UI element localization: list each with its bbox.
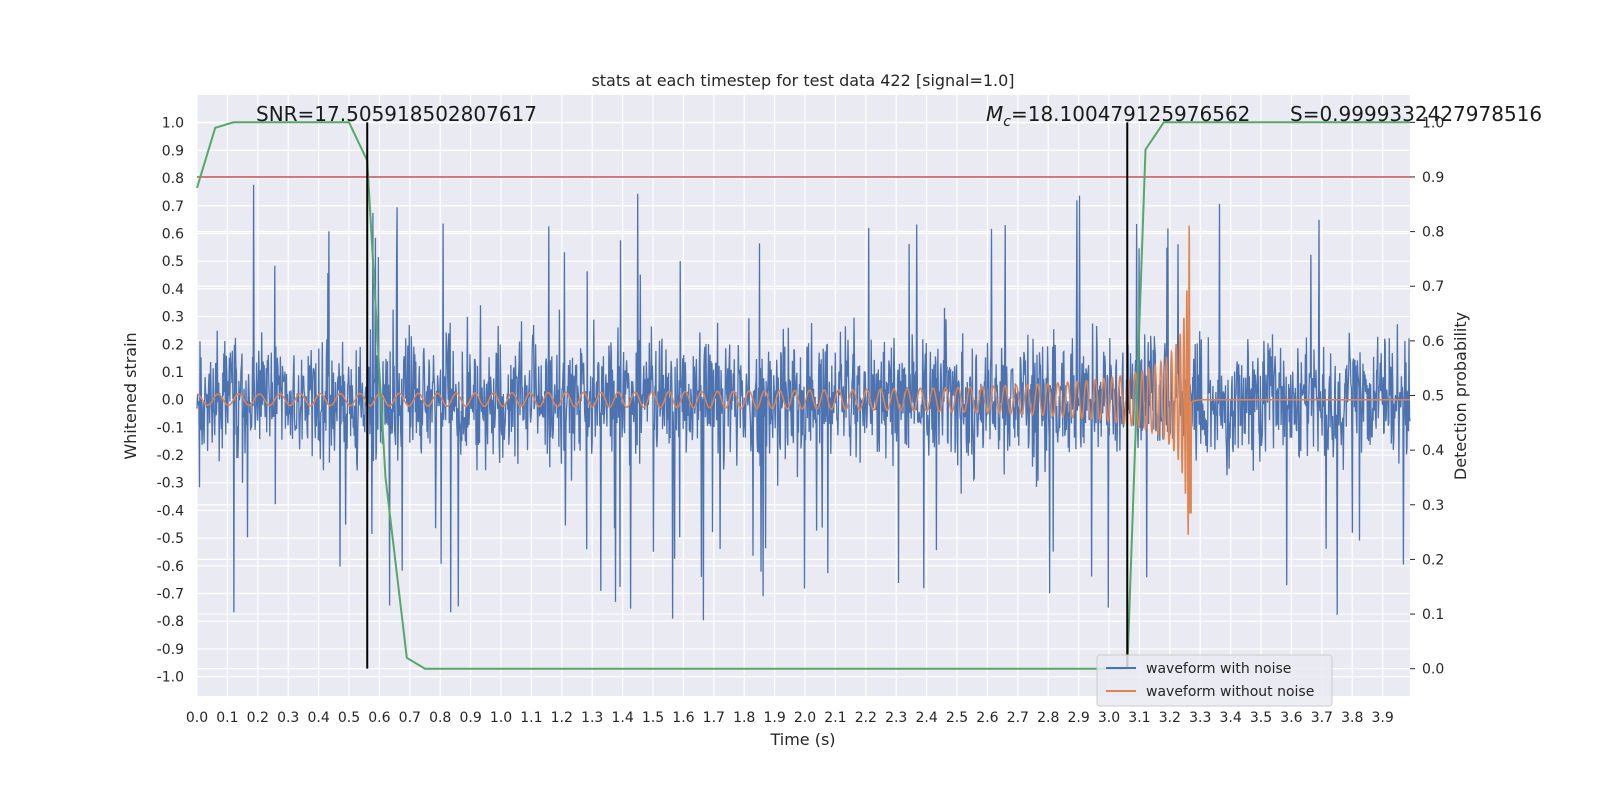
x-tick-label: 0.5	[338, 710, 360, 726]
x-tick-label: 0.8	[429, 710, 451, 726]
y-tick-label: -0.4	[157, 503, 184, 519]
x-axis-label: Time (s)	[769, 730, 835, 749]
x-tick-label: 2.6	[976, 710, 998, 726]
y-tick-label: -0.3	[157, 476, 184, 492]
x-tick-label: 3.3	[1189, 710, 1211, 726]
mc-value: =18.100479125976562	[1011, 102, 1250, 126]
y-tick-label: -0.2	[157, 448, 184, 464]
y2-tick-label: 0.0	[1422, 662, 1444, 678]
x-tick-label: 0.0	[186, 710, 208, 726]
series-line-waveform-with-noise	[196, 184, 1411, 621]
series-line-waveform-without-noise	[196, 225, 1410, 535]
x-tick-label: 3.1	[1128, 710, 1150, 726]
y-tick-label: 0.6	[162, 226, 184, 242]
x-tick-label: 2.5	[946, 710, 968, 726]
y-tick-label: 0.9	[162, 143, 184, 159]
x-tick-label: 2.8	[1037, 710, 1059, 726]
y2-tick-label: 0.6	[1422, 334, 1444, 350]
y-tick-label: -0.1	[157, 420, 184, 436]
s-annotation: S=0.9999332427978516	[1290, 102, 1542, 126]
y2-tick-label: 0.5	[1422, 389, 1444, 405]
x-tick-label: 0.7	[399, 710, 421, 726]
y-tick-label: 0.3	[162, 310, 184, 326]
y2-tick-label: 0.3	[1422, 498, 1444, 514]
y2-tick-label: 0.4	[1422, 443, 1444, 459]
x-tick-label: 1.8	[733, 710, 755, 726]
x-tick-label: 3.8	[1341, 710, 1363, 726]
legend-box	[1096, 654, 1333, 707]
y-tick-label: 0.8	[162, 171, 184, 187]
plot-series	[196, 121, 1411, 670]
x-tick-label: 1.7	[703, 710, 725, 726]
y2-axis-label: Detection probability	[1451, 312, 1470, 480]
y-tick-label: -0.6	[157, 559, 184, 575]
x-tick-label: 3.7	[1311, 710, 1333, 726]
y-axis-label: Whitened strain	[121, 332, 140, 459]
x-tick-label: 3.9	[1372, 710, 1394, 726]
x-tick-label: 0.4	[307, 710, 329, 726]
x-tick-label: 3.4	[1220, 710, 1242, 726]
y-tick-label: -0.5	[157, 531, 184, 547]
x-tick-label: 2.3	[885, 710, 907, 726]
x-tick-label: 2.9	[1067, 710, 1089, 726]
x-tick-label: 0.1	[216, 710, 238, 726]
x-tick-label: 1.6	[672, 710, 694, 726]
y2-tick-label: 0.7	[1422, 279, 1444, 295]
x-tick-label: 0.9	[459, 710, 481, 726]
y-tick-label: 0.5	[162, 254, 184, 270]
y-tick-label: -0.9	[157, 642, 184, 658]
x-tick-label: 1.2	[551, 710, 573, 726]
x-tick-label: 0.2	[247, 710, 269, 726]
x-tick-label: 2.7	[1007, 710, 1029, 726]
mc-annotation: Mc=18.100479125976562	[986, 102, 1250, 130]
y2-tick-label: 0.2	[1422, 552, 1444, 568]
y-tick-label: 0.2	[162, 337, 184, 353]
legend: waveform with noise waveform without noi…	[1096, 654, 1333, 707]
axes: 0.0 0.1 0.2 0.3 0.4 0.5 0.6 0.7 0.8 0.9 1.0 1.1 1.2 1…	[157, 115, 1445, 726]
x-tick-label: 2.0	[794, 710, 816, 726]
x-tick-label: 1.3	[581, 710, 603, 726]
x-tick-label: 3.2	[1159, 710, 1181, 726]
y2-tick-label: 1.0	[1422, 115, 1444, 131]
y-tick-label: -0.8	[157, 614, 184, 630]
x-tick-label: 1.1	[520, 710, 542, 726]
series-line-detection-probability	[196, 121, 1410, 670]
y-tick-label: -0.7	[157, 587, 184, 603]
x-tick-label: 2.1	[824, 710, 846, 726]
x-tick-label: 1.4	[611, 710, 633, 726]
x-tick-label: 3.0	[1098, 710, 1120, 726]
y-tick-label: 0.1	[162, 365, 184, 381]
y-tick-label: 0.7	[162, 199, 184, 215]
y-tick-label: 0.0	[162, 393, 184, 409]
snr-annotation: SNR=17.505918502807617	[256, 102, 537, 126]
y2-tick-label: 0.1	[1422, 607, 1444, 623]
x-tick-label: 3.6	[1280, 710, 1302, 726]
x-tick-label: 0.6	[368, 710, 390, 726]
x-tick-label: 1.9	[763, 710, 785, 726]
x-tick-label: 1.5	[642, 710, 664, 726]
legend-label-noise: waveform with noise	[1146, 661, 1291, 677]
chart-title: stats at each timestep for test data 422…	[591, 71, 1014, 90]
y-tick-label: 1.0	[162, 116, 184, 132]
x-tick-label: 1.0	[490, 710, 512, 726]
y-tick-label: 0.4	[162, 282, 184, 298]
mc-symbol: M	[986, 102, 1003, 126]
mc-subscript: c	[1003, 114, 1011, 130]
y2-tick-label: 0.9	[1422, 170, 1444, 186]
legend-label-clean: waveform without noise	[1146, 684, 1314, 700]
y2-tick-label: 0.8	[1422, 225, 1444, 241]
x-tick-label: 3.5	[1250, 710, 1272, 726]
x-tick-label: 2.4	[915, 710, 937, 726]
x-tick-label: 2.2	[855, 710, 877, 726]
y-tick-label: -1.0	[157, 670, 184, 686]
x-tick-label: 0.3	[277, 710, 299, 726]
